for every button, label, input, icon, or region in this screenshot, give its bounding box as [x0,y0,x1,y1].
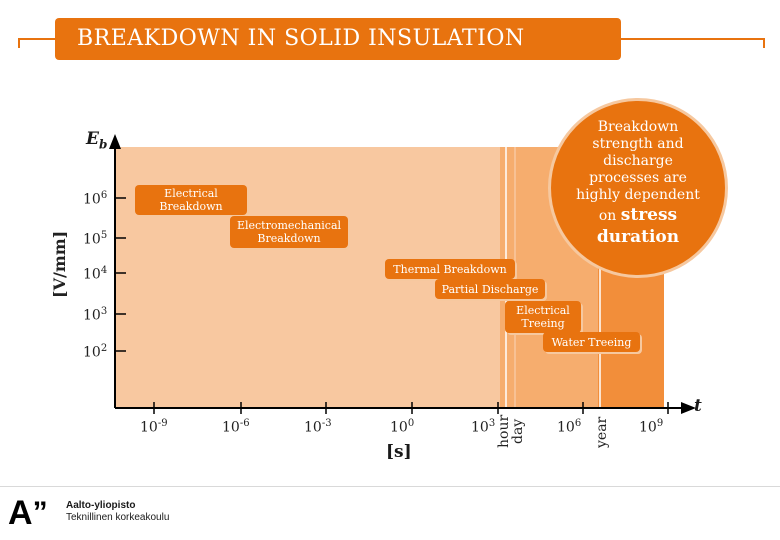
x-tick-label: 109 [639,418,664,436]
y-axis-arrow [109,134,121,149]
stress-duration-callout: Breakdown strength and discharge process… [548,98,728,278]
y-tick-label: 102 [83,343,108,361]
title-rule-left-drop [18,38,20,48]
y-tick-label: 105 [83,230,108,248]
y-axis-unit: [V/mm] [50,230,69,298]
x-tick-label: 106 [557,418,582,436]
mechanism-electromechanical-breakdown: Electromechanical Breakdown [230,216,348,248]
x-axis-unit: [s] [386,442,412,462]
mechanism-water-treeing: Water Treeing [543,332,640,352]
title-rule-right [619,38,765,40]
y-tick-label: 103 [83,306,108,324]
year-marker-label: year [594,416,610,448]
x-tick-label: 100 [390,418,415,436]
x-tick-label: 10-3 [304,418,332,436]
mechanism-electrical-breakdown: Electrical Breakdown [135,185,247,215]
y-axis-symbol: Eb [86,129,108,152]
mechanism-partial-discharge: Partial Discharge [435,279,545,299]
x-axis-symbol: t [694,396,702,416]
title-rule-left [18,38,58,40]
page-title: BREAKDOWN IN SOLID INSULATION [55,18,621,60]
aalto-logo-icon: A” [8,494,48,532]
title-rule-right-drop [763,38,765,48]
x-tick-label: 10-9 [140,418,168,436]
footer-divider [0,486,780,487]
logo-text: Aalto-yliopisto Teknillinen korkeakoulu [66,500,170,523]
y-tick-label: 104 [83,265,108,283]
day-marker-label: day [510,418,526,444]
mechanism-electrical-treeing: Electrical Treeing [505,301,581,333]
y-tick-label: 106 [83,190,108,208]
x-tick-label: 10-6 [222,418,250,436]
x-tick-label: 103 [471,418,496,436]
mechanism-thermal-breakdown: Thermal Breakdown [385,259,515,279]
x-axis-arrow [681,402,696,414]
